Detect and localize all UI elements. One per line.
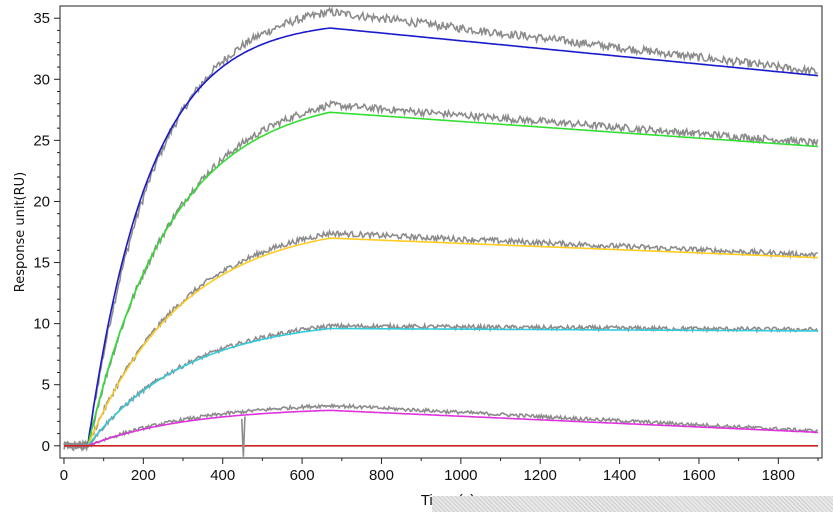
series-layer bbox=[63, 6, 819, 457]
measured-curve-6 bbox=[63, 6, 818, 452]
x-tick-label: 1400 bbox=[603, 467, 636, 484]
x-tick-label: 200 bbox=[131, 467, 156, 484]
plot-frame bbox=[59, 5, 823, 459]
x-tick-label: 1600 bbox=[682, 467, 715, 484]
fit-curve-3 bbox=[64, 327, 819, 447]
obscuring-overlay bbox=[432, 496, 833, 512]
x-tick-label: 1800 bbox=[762, 467, 795, 484]
fit-curve-2 bbox=[64, 237, 819, 447]
y-tick-label: 15 bbox=[33, 255, 50, 272]
measured-curve-9 bbox=[63, 321, 819, 450]
fit-curve-1 bbox=[64, 111, 819, 447]
y-tick-label: 35 bbox=[33, 10, 50, 27]
fit-curve-4 bbox=[64, 409, 818, 447]
x-tick-label: 1000 bbox=[444, 467, 477, 484]
measured-spike-artifact bbox=[240, 416, 246, 457]
x-tick-label: 0 bbox=[60, 467, 68, 484]
x-tick-label: 400 bbox=[210, 467, 235, 484]
measured-curve-10 bbox=[63, 402, 819, 450]
measured-curve-8 bbox=[63, 228, 819, 452]
measured-curve-7 bbox=[63, 99, 819, 452]
fit-curve-0 bbox=[64, 27, 819, 447]
y-tick-label: 25 bbox=[33, 132, 50, 149]
y-tick-label: 20 bbox=[33, 193, 50, 210]
x-tick-label: 600 bbox=[290, 467, 315, 484]
x-tick-label: 800 bbox=[369, 467, 394, 484]
y-tick-label: 5 bbox=[42, 377, 50, 394]
y-axis-title: Response unit(RU) bbox=[13, 172, 28, 292]
axes-layer: 0 200 400 600 800 1000 1200 1400 1600 1800 0 5 10 15 2… bbox=[33, 5, 823, 484]
x-tick-label: 1200 bbox=[524, 467, 557, 484]
y-tick-label: 0 bbox=[42, 438, 50, 455]
y-tick-label: 10 bbox=[33, 316, 50, 333]
y-tick-label: 30 bbox=[33, 71, 50, 88]
